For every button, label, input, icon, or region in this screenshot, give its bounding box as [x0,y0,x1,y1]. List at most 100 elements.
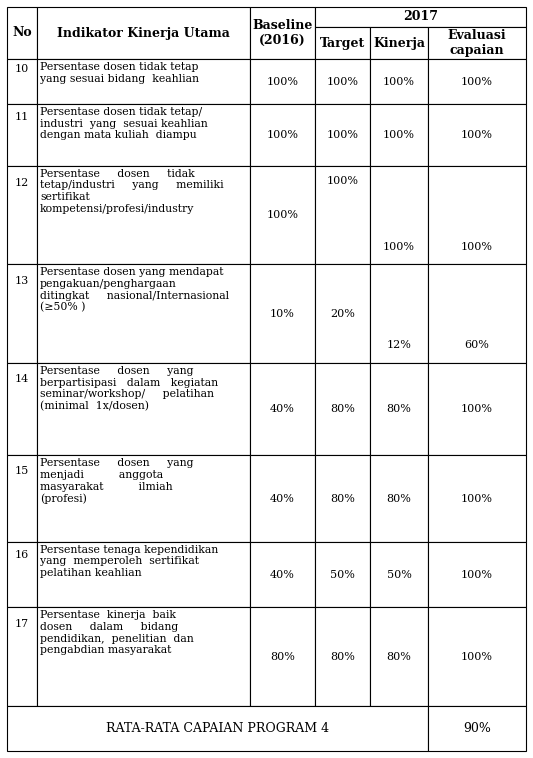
Text: 17: 17 [15,619,29,629]
Bar [250,542,315,607]
Text: 80%: 80% [330,493,355,503]
Text: 100%: 100% [383,130,415,140]
Bar [428,104,526,166]
Text: 100%: 100% [327,130,359,140]
Text: 2017: 2017 [403,11,438,23]
Text: 12: 12 [15,177,29,188]
Bar [315,7,526,27]
Bar [250,59,315,104]
Bar [37,104,250,166]
Text: Persentase dosen tidak tetap
yang sesuai bidang  keahlian: Persentase dosen tidak tetap yang sesuai… [40,62,199,83]
Text: 80%: 80% [330,404,355,414]
Text: Baseline
(2016): Baseline (2016) [252,19,313,47]
Text: Persentase dosen tidak tetap/
industri  yang  sesuai keahlian
dengan mata kuliah: Persentase dosen tidak tetap/ industri y… [40,107,208,140]
Bar [7,7,37,59]
Text: 90%: 90% [463,722,491,735]
Bar [370,27,428,59]
Bar [315,265,370,363]
Bar [315,542,370,607]
Bar [37,166,250,265]
Bar [428,27,526,59]
Text: 10: 10 [15,64,29,74]
Text: Persentase tenaga kependidikan
yang  memperoleh  sertifikat
pelatihan keahlian: Persentase tenaga kependidikan yang memp… [40,545,218,578]
Bar [250,166,315,265]
Text: 80%: 80% [270,652,295,662]
Bar [315,27,370,59]
Text: Persentase dosen yang mendapat
pengakuan/penghargaan
ditingkat     nasional/Inte: Persentase dosen yang mendapat pengakuan… [40,268,229,312]
Bar [37,59,250,104]
Text: 100%: 100% [383,77,415,86]
Text: RATA-RATA CAPAIAN PROGRAM 4: RATA-RATA CAPAIAN PROGRAM 4 [106,722,329,735]
Text: 100%: 100% [461,652,493,662]
Text: 100%: 100% [461,404,493,414]
Bar [370,363,428,456]
Bar [428,363,526,456]
Bar [370,456,428,542]
Bar [315,59,370,104]
Text: 60%: 60% [465,340,489,350]
Bar [37,607,250,706]
Text: Persentase     dosen     yang
berpartisipasi   dalam   kegiatan
seminar/workshop: Persentase dosen yang berpartisipasi dal… [40,366,218,411]
Text: 20%: 20% [330,309,355,318]
Bar [7,104,37,166]
Bar [37,265,250,363]
Text: 15: 15 [15,465,29,476]
Bar [428,456,526,542]
Bar [7,456,37,542]
Text: No: No [12,27,32,39]
Text: 100%: 100% [266,77,298,86]
Text: Indikator Kinerja Utama: Indikator Kinerja Utama [57,27,230,39]
Text: Target: Target [320,36,365,49]
Text: 100%: 100% [327,176,359,186]
Text: 40%: 40% [270,569,295,580]
Text: 80%: 80% [386,493,411,503]
Bar [7,706,428,751]
Bar [370,104,428,166]
Text: 100%: 100% [266,210,298,220]
Bar [250,7,315,59]
Text: 14: 14 [15,374,29,384]
Bar [250,607,315,706]
Text: 13: 13 [15,276,29,287]
Bar [250,104,315,166]
Text: 100%: 100% [327,77,359,86]
Bar [37,363,250,456]
Bar [428,607,526,706]
Bar [7,542,37,607]
Text: 10%: 10% [270,309,295,318]
Bar [428,166,526,265]
Bar [7,265,37,363]
Text: 100%: 100% [461,77,493,86]
Text: 100%: 100% [266,130,298,140]
Bar [370,166,428,265]
Bar [7,607,37,706]
Text: 100%: 100% [461,130,493,140]
Text: 100%: 100% [461,493,493,503]
Bar [315,363,370,456]
Bar [315,456,370,542]
Bar [7,59,37,104]
Text: 11: 11 [15,111,29,121]
Bar [315,607,370,706]
Text: 50%: 50% [330,569,355,580]
Bar [428,542,526,607]
Bar [315,104,370,166]
Text: Persentase  kinerja  baik
dosen     dalam     bidang
pendidikan,  penelitian  da: Persentase kinerja baik dosen dalam bida… [40,610,194,655]
Bar [250,265,315,363]
Text: 100%: 100% [461,569,493,580]
Bar [370,607,428,706]
Text: 80%: 80% [330,652,355,662]
Text: 100%: 100% [461,242,493,252]
Text: 80%: 80% [386,652,411,662]
Text: Persentase     dosen     yang
menjadi          anggota
masyarakat          ilmia: Persentase dosen yang menjadi anggota ma… [40,459,193,504]
Bar [428,706,526,751]
Text: 40%: 40% [270,404,295,414]
Bar [428,265,526,363]
Bar [250,363,315,456]
Bar [315,166,370,265]
Text: Evaluasi
capaian: Evaluasi capaian [448,29,506,57]
Text: 40%: 40% [270,493,295,503]
Bar [37,456,250,542]
Text: Persentase     dosen     tidak
tetap/industri     yang     memiliki
sertifikat
k: Persentase dosen tidak tetap/industri ya… [40,169,224,214]
Text: 100%: 100% [383,242,415,252]
